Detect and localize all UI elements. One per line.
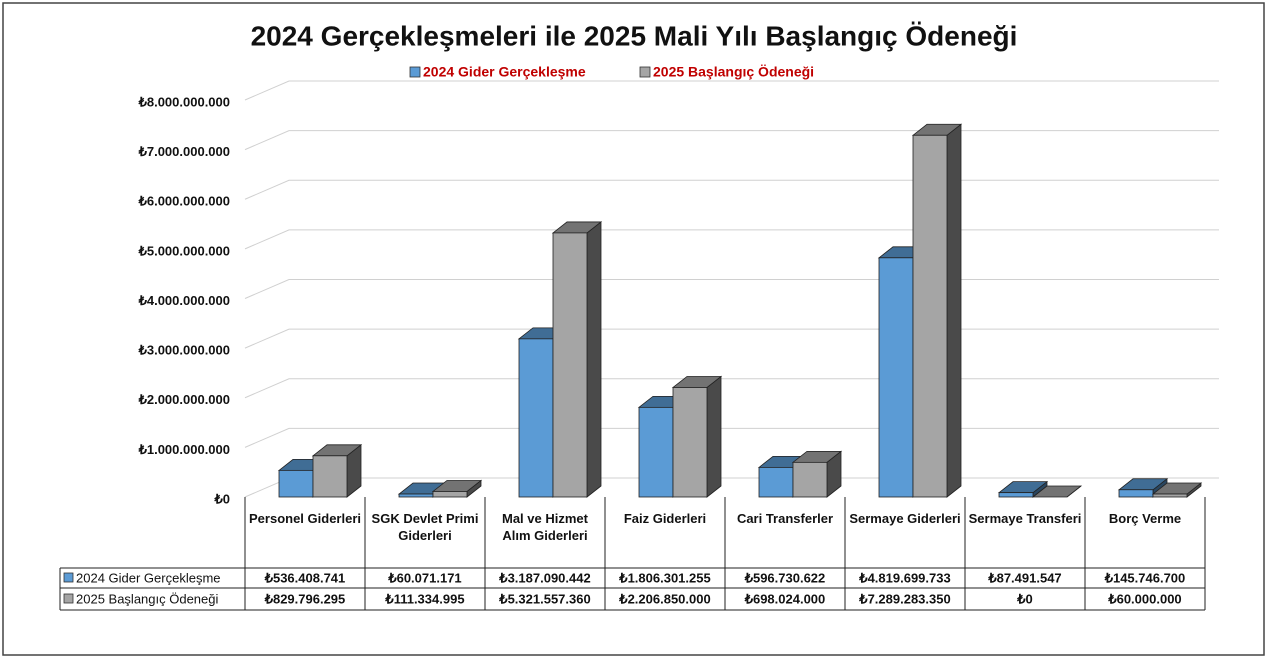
y-tick-label: ₺4.000.000.000 — [138, 293, 230, 308]
legend-label: 2025 Başlangıç Ödeneği — [653, 64, 814, 80]
category-cell: Sermaye Transferi — [967, 498, 1083, 566]
y-tick-label: ₺1.000.000.000 — [138, 442, 230, 457]
x-tick-label: Cari Transferler — [727, 498, 843, 566]
bar — [793, 462, 827, 497]
page: {"chart_data": {"type": "bar3d", "title"… — [0, 0, 1268, 671]
bar-side — [587, 222, 601, 497]
table-value: ₺698.024.000 — [744, 591, 826, 606]
chart: 2024 Gerçekleşmeleri ile 2025 Mali Yılı … — [0, 0, 1268, 671]
bar — [639, 407, 673, 497]
bar — [1119, 490, 1153, 497]
row-header: 2024 Gider Gerçekleşme — [76, 570, 221, 585]
legend-label: 2024 Gider Gerçekleşme — [423, 64, 586, 80]
x-tick-label: Borç Verme — [1087, 498, 1203, 566]
bar — [999, 493, 1033, 497]
bar — [519, 339, 553, 497]
table-value: ₺87.491.547 — [987, 570, 1061, 585]
table-value: ₺111.334.995 — [384, 591, 464, 606]
x-tick-label: Personel Giderleri — [247, 498, 363, 566]
table-value: ₺829.796.295 — [264, 591, 346, 606]
chart-title: 2024 Gerçekleşmeleri ile 2025 Mali Yılı … — [251, 20, 1018, 51]
x-tick-label: Sermaye Transferi — [967, 498, 1083, 566]
table-value: ₺596.730.622 — [744, 570, 826, 585]
bar-side — [707, 376, 721, 497]
table-value: ₺0 — [1016, 591, 1033, 606]
y-tick-label: ₺5.000.000.000 — [138, 243, 230, 258]
x-tick-label: Faiz Giderleri — [607, 498, 723, 566]
y-tick-label: ₺8.000.000.000 — [138, 94, 230, 109]
bar — [879, 258, 913, 497]
category-cell: Mal ve Hizmet Alım Giderleri — [487, 498, 603, 566]
y-tick-label: ₺6.000.000.000 — [138, 194, 230, 209]
bar — [673, 387, 707, 497]
table-value: ₺536.408.741 — [264, 570, 346, 585]
bar — [279, 470, 313, 497]
table-value: ₺2.206.850.000 — [618, 591, 710, 606]
x-tick-label: SGK Devlet Primi Giderleri — [367, 498, 483, 566]
bar — [759, 467, 793, 497]
bar — [313, 456, 347, 497]
table-value: ₺4.819.699.733 — [858, 570, 950, 585]
table-value: ₺145.746.700 — [1104, 570, 1186, 585]
category-cell: Faiz Giderleri — [607, 498, 723, 566]
bar — [433, 491, 467, 497]
category-cell: Borç Verme — [1087, 498, 1203, 566]
category-cell: Cari Transferler — [727, 498, 843, 566]
table-value: ₺5.321.557.360 — [498, 591, 590, 606]
table-value: ₺7.289.283.350 — [858, 591, 950, 606]
x-tick-label: Mal ve Hizmet Alım Giderleri — [487, 498, 603, 566]
table-value: ₺3.187.090.442 — [498, 570, 590, 585]
bar — [399, 494, 433, 497]
table-value: ₺60.000.000 — [1107, 591, 1181, 606]
bar — [1153, 494, 1187, 497]
legend-key — [64, 594, 73, 603]
table-value: ₺1.806.301.255 — [618, 570, 710, 585]
bar — [913, 135, 947, 497]
y-tick-label: ₺7.000.000.000 — [138, 144, 230, 159]
bar — [553, 233, 587, 497]
legend-key — [64, 573, 73, 582]
legend-swatch — [640, 67, 650, 77]
bar-side — [947, 124, 961, 497]
category-cell: Personel Giderleri — [247, 498, 363, 566]
y-tick-label: ₺2.000.000.000 — [138, 392, 230, 407]
legend-swatch — [410, 67, 420, 77]
y-tick-label: ₺0 — [213, 491, 230, 506]
y-tick-label: ₺3.000.000.000 — [138, 343, 230, 358]
row-header: 2025 Başlangıç Ödeneği — [76, 591, 218, 606]
x-tick-label: Sermaye Giderleri — [847, 498, 963, 566]
category-cell: SGK Devlet Primi Giderleri — [367, 498, 483, 566]
category-cell: Sermaye Giderleri — [847, 498, 963, 566]
table-value: ₺60.071.171 — [387, 570, 461, 585]
